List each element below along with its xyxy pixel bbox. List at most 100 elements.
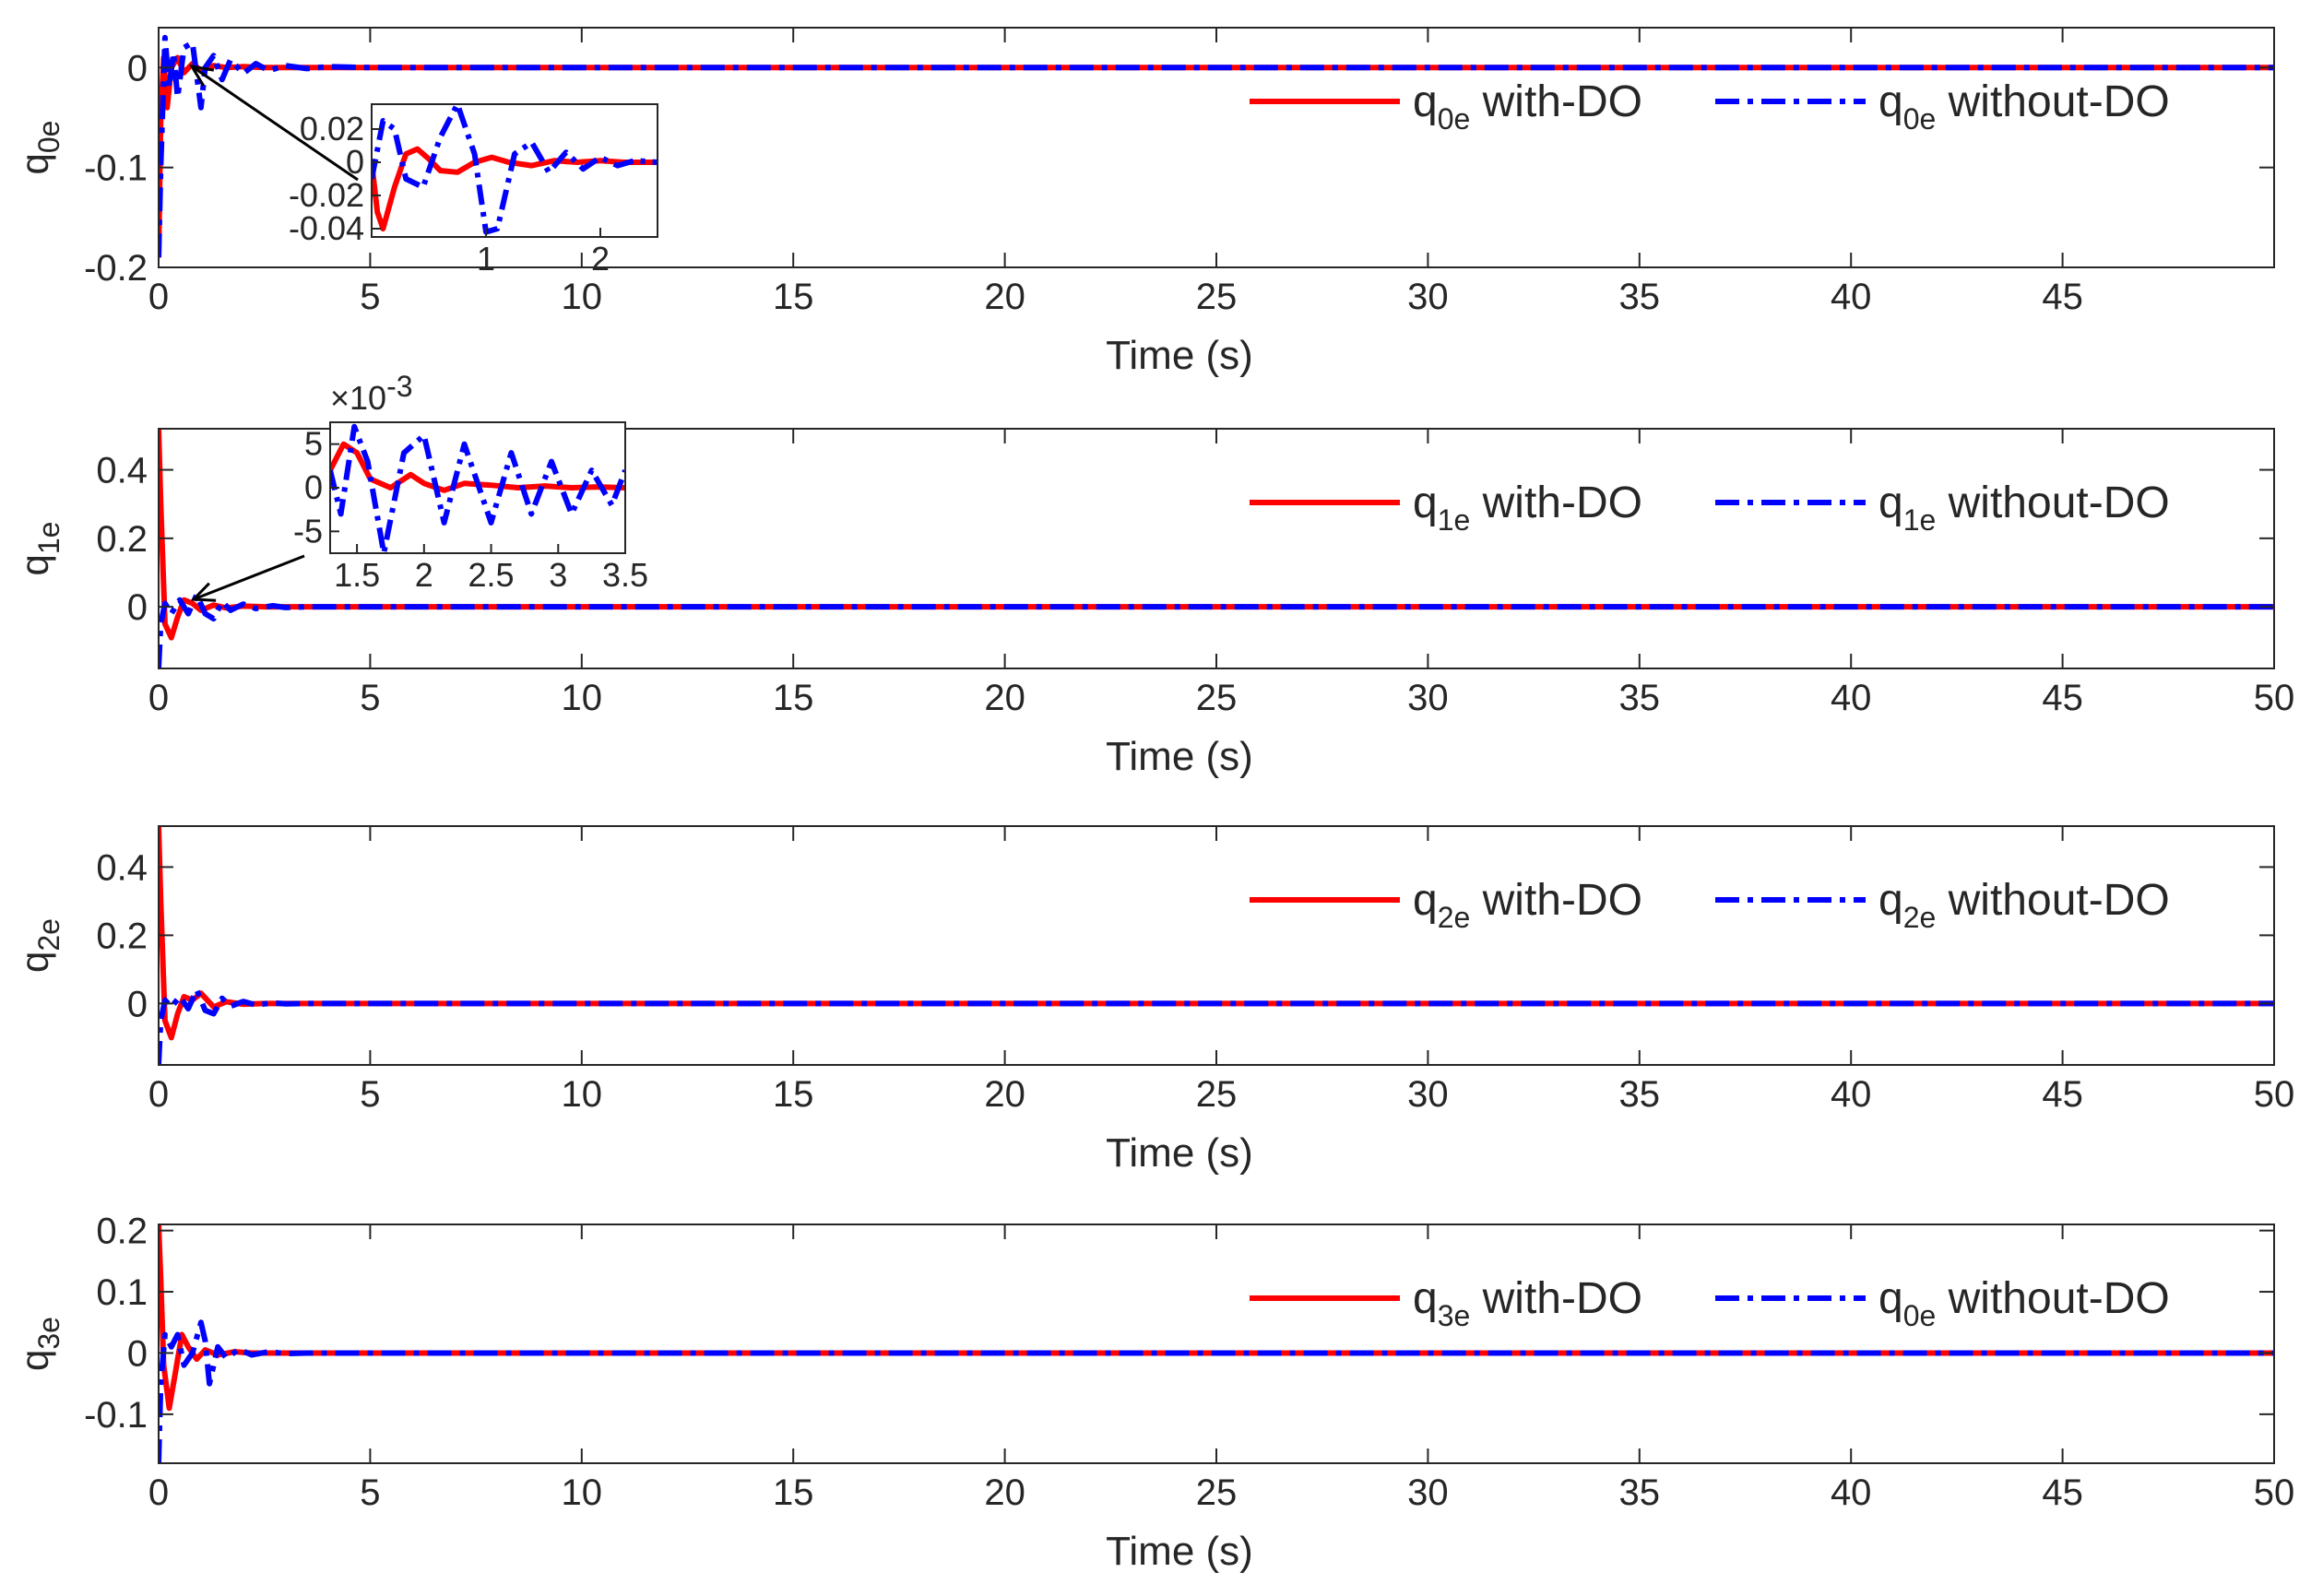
x-tick-label: 15 (773, 277, 814, 317)
x-tick-label: 45 (2042, 277, 2083, 317)
x-tick-label: 15 (773, 1074, 814, 1115)
inset-zoom: 1 2 0.020-0.02-0.04 (189, 64, 658, 278)
inset-series-group (330, 423, 625, 553)
x-tick-label: 40 (1831, 1074, 1872, 1115)
y-tick-label: 0 (127, 1333, 148, 1374)
x-tick-label: 20 (984, 678, 1025, 718)
x-tick-label: 5 (360, 1472, 380, 1513)
inset-y-tick-label: -0.02 (289, 176, 364, 214)
x-tick-label: 30 (1407, 1074, 1449, 1115)
series-line-without-do (159, 1319, 2274, 1463)
inset-x-tick-label: 3.5 (602, 556, 648, 594)
inset-box-bg (371, 103, 658, 238)
x-tick-label: 50 (2254, 1472, 2295, 1513)
inset-x-tick-label: 1.5 (334, 556, 380, 594)
x-tick-label: 25 (1196, 1472, 1238, 1513)
legend: q1e with-DO q1e without-DO (1250, 479, 2170, 537)
series-line-without-do (159, 34, 2274, 258)
x-tick-label: 10 (562, 277, 603, 317)
x-tick-label: 0 (148, 1074, 169, 1115)
x-axis-label: Time (s) (1106, 1529, 1253, 1574)
legend-entry-text: q2e without-DO (1878, 876, 2170, 934)
y-tick-label: -0.1 (84, 1395, 148, 1436)
inset-x-tick-label: 2 (415, 556, 433, 594)
x-tick-label: 5 (360, 1074, 380, 1115)
inset-x-tick-label: 1 (477, 240, 495, 278)
x-tick-label: 15 (773, 678, 814, 718)
inset-series-line-with-do (372, 146, 658, 231)
y-axis-label: q1e (13, 522, 65, 576)
inset-x-tick-label: 2.5 (468, 556, 515, 594)
series-group (159, 1224, 2274, 1463)
x-tick-label: 30 (1407, 277, 1449, 317)
x-axis-label: Time (s) (1106, 734, 1253, 779)
x-tick-label: 0 (148, 1472, 169, 1513)
y-tick-label: 0.4 (96, 847, 148, 888)
legend-entry-text: q0e without-DO (1878, 77, 2170, 136)
x-tick-label: 50 (2254, 678, 2295, 718)
legend-entry-text: q1e with-DO (1413, 479, 1642, 537)
y-axis-label: q3e (13, 1317, 65, 1371)
legend-entry-text: q0e without-DO (1878, 1274, 2170, 1332)
series-group (159, 826, 2274, 1065)
x-tick-label: 15 (773, 1472, 814, 1513)
y-tick-label: -0.1 (84, 148, 148, 189)
x-axis-label: Time (s) (1106, 333, 1253, 378)
inset-y-tick-label: 0 (304, 468, 323, 506)
legend-entry-text: q0e with-DO (1413, 77, 1642, 136)
y-tick-label: 0.2 (96, 1212, 148, 1252)
x-tick-label: 35 (1619, 1472, 1661, 1513)
inset-y-tick-label: 0.02 (300, 110, 364, 148)
legend: q2e with-DO q2e without-DO (1250, 876, 2170, 934)
series-group (159, 34, 2274, 258)
x-tick-label: 45 (2042, 1472, 2083, 1513)
x-tick-label: 50 (2254, 1074, 2295, 1115)
series-group (159, 429, 2274, 668)
y-axis-label: q0e (13, 121, 65, 175)
axes-box (158, 825, 2275, 1066)
x-tick-label: 20 (984, 277, 1025, 317)
legend: q0e with-DO q0e without-DO (1250, 77, 2170, 136)
inset-box (371, 103, 658, 238)
x-tick-label: 45 (2042, 1074, 2083, 1115)
y-axis-label: q2e (13, 918, 65, 973)
chart-panel-2: 0 5 10 15 20 25 30 35 40 45 50 0.4 0.2 0 Time (s) q2e q2… (13, 825, 2295, 1176)
y-tick-label: 0.2 (96, 916, 148, 956)
y-tick-label: 0 (127, 984, 148, 1024)
x-tick-label: 40 (1831, 277, 1872, 317)
inset-y-tick-label: 0 (346, 143, 364, 181)
legend-entry-text: q1e without-DO (1878, 479, 2170, 537)
x-axis-label: Time (s) (1106, 1130, 1253, 1176)
x-tick-label: 25 (1196, 1074, 1238, 1115)
y-tick-label: 0.4 (96, 451, 148, 491)
x-tick-label: 10 (562, 1074, 603, 1115)
inset-series-line-with-do (330, 441, 625, 493)
zoom-arrow-head (190, 582, 217, 602)
legend-entry-text: q2e with-DO (1413, 876, 1642, 934)
x-tick-label: 25 (1196, 277, 1238, 317)
x-tick-label: 30 (1407, 1472, 1449, 1513)
x-tick-label: 0 (148, 678, 169, 718)
y-tick-label: 0.2 (96, 519, 148, 560)
inset-series-line-without-do (330, 423, 625, 553)
inset-series-group (372, 104, 658, 235)
inset-series-line-without-do (372, 104, 658, 235)
x-tick-label: 20 (984, 1472, 1025, 1513)
x-tick-label: 20 (984, 1074, 1025, 1115)
x-tick-label: 0 (148, 277, 169, 317)
zoom-arrow (193, 554, 305, 601)
x-tick-label: 5 (360, 678, 380, 718)
x-tick-label: 5 (360, 277, 380, 317)
legend-entry-text: q3e with-DO (1413, 1274, 1642, 1332)
series-line-without-do (159, 987, 2274, 1065)
x-tick-label: 30 (1407, 678, 1449, 718)
series-line-with-do (159, 429, 2274, 641)
inset-zoom: 1.5 2 2.5 3 3.5 5 0 -5 ×10-3 (190, 370, 648, 602)
x-tick-label: 10 (562, 1472, 603, 1513)
x-tick-label: 10 (562, 678, 603, 718)
x-tick-label: 40 (1831, 1472, 1872, 1513)
x-tick-label: 35 (1619, 277, 1661, 317)
